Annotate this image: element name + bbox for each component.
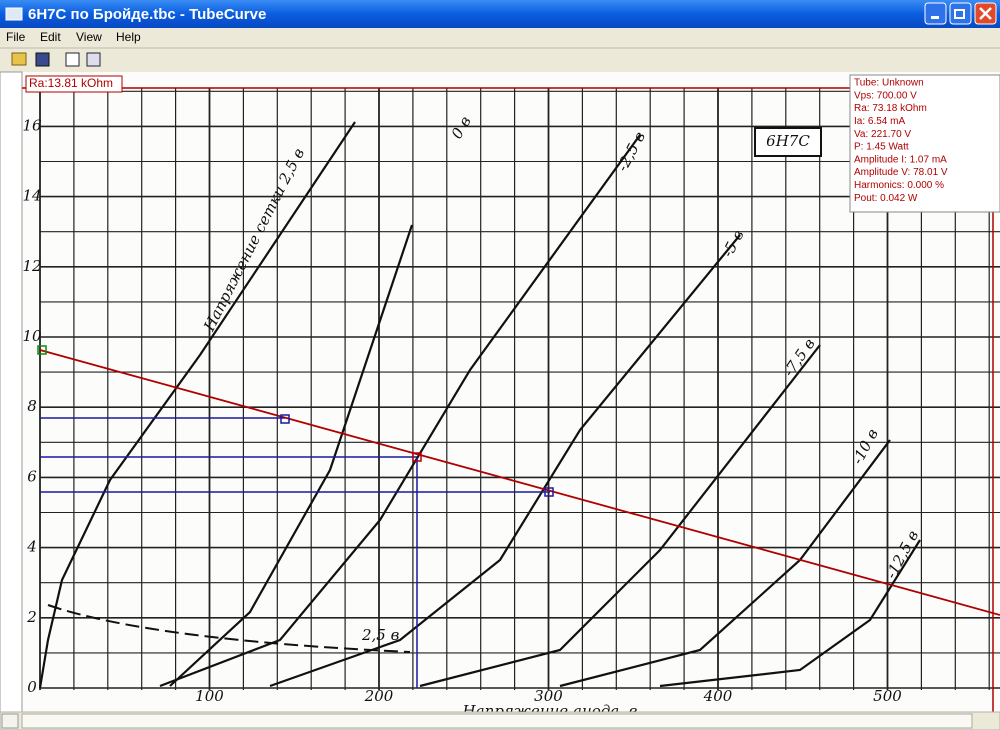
restore-icon bbox=[954, 9, 965, 19]
window-buttons bbox=[924, 2, 997, 25]
info-line: Harmonics: 0.000 % bbox=[854, 180, 944, 191]
app-icon bbox=[5, 7, 23, 21]
info-panel bbox=[849, 74, 1000, 213]
scan-curve bbox=[169, 224, 414, 687]
handle[interactable] bbox=[37, 345, 47, 355]
close-icon bbox=[979, 7, 992, 20]
scan-curve bbox=[269, 234, 741, 688]
scan-area bbox=[22, 72, 1000, 712]
x-tick-label: 300 bbox=[534, 687, 563, 705]
ra-readout: Ra:13.81 kOhm bbox=[29, 76, 113, 90]
title-bar bbox=[0, 0, 1000, 28]
x-tick-label: 100 bbox=[195, 687, 224, 705]
y-tick-label: 14 bbox=[22, 187, 41, 205]
y-tick-label: 4 bbox=[26, 538, 37, 556]
info-line: Amplitude I: 1.07 mA bbox=[854, 154, 947, 165]
minimize-icon bbox=[931, 16, 939, 19]
info-line: Tube: Unknown bbox=[854, 78, 924, 89]
scroll-thumb[interactable] bbox=[21, 713, 973, 729]
load-line bbox=[39, 349, 1000, 616]
info-line: Amplitude V: 78.01 V bbox=[854, 167, 948, 178]
left-strip bbox=[0, 71, 23, 713]
menu-item[interactable]: Edit bbox=[40, 30, 61, 44]
tag-box bbox=[754, 127, 822, 157]
scan-curve bbox=[419, 344, 821, 688]
x-tick-label: 400 bbox=[703, 687, 733, 705]
menu-bar: File Edit View Help bbox=[6, 30, 141, 44]
scan-curve bbox=[659, 539, 921, 688]
menu-item[interactable]: View bbox=[76, 30, 102, 44]
menu-item[interactable]: File bbox=[6, 30, 26, 44]
window-title: 6H7C по Бройде.tbc - TubeCurve bbox=[28, 6, 266, 23]
status-box bbox=[25, 75, 123, 93]
open-button[interactable] bbox=[11, 52, 27, 66]
save-button[interactable] bbox=[35, 52, 50, 67]
y-tick-label: 16 bbox=[22, 116, 42, 134]
handle[interactable] bbox=[280, 414, 290, 424]
copy-button[interactable] bbox=[65, 52, 80, 67]
info-line: P: 1.45 Watt bbox=[854, 142, 909, 153]
y-tick-label: 10 bbox=[22, 327, 42, 345]
info-line: Va: 221.70 V bbox=[854, 129, 911, 140]
scroll-left[interactable] bbox=[1, 713, 19, 729]
y-tick-label: 0 bbox=[27, 678, 37, 696]
info-line: Vps: 700.00 V bbox=[854, 90, 917, 101]
y-tick-label: 12 bbox=[22, 257, 41, 275]
scan-dashed-curve bbox=[47, 604, 411, 653]
handle[interactable] bbox=[544, 487, 554, 497]
tube-tag: 6H7C bbox=[766, 132, 810, 150]
restore-button[interactable] bbox=[949, 2, 972, 25]
menu-item[interactable]: Help bbox=[116, 30, 141, 44]
scan-curve bbox=[38, 121, 356, 689]
info-line: Ia: 6.54 mA bbox=[854, 116, 905, 127]
dashed-curve-label: 2,5 в bbox=[361, 626, 400, 644]
minimize-button[interactable] bbox=[924, 2, 947, 25]
handle[interactable] bbox=[412, 452, 422, 462]
y-tick-label: 8 bbox=[27, 397, 37, 415]
scan-curve bbox=[559, 439, 891, 688]
x-tick-label: 500 bbox=[873, 687, 902, 705]
window-button[interactable] bbox=[86, 52, 101, 67]
y-tick-label: 2 bbox=[26, 608, 37, 626]
info-line: Pout: 0.042 W bbox=[854, 193, 918, 204]
x-tick-label: 200 bbox=[364, 687, 394, 705]
info-line: Ra: 73.18 kOhm bbox=[854, 103, 927, 114]
scan-curve bbox=[159, 134, 641, 688]
toolbar bbox=[11, 52, 101, 67]
y-tick-label: 6 bbox=[27, 467, 37, 485]
